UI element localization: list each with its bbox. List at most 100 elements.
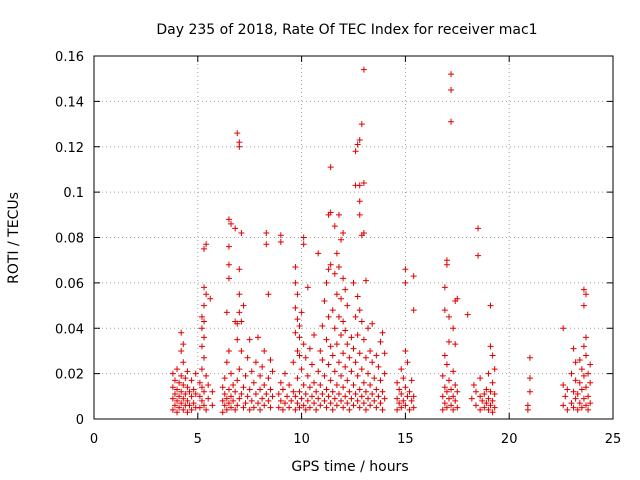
data-point [344, 302, 351, 309]
data-point [580, 343, 587, 350]
data-point [300, 341, 307, 348]
data-point [487, 402, 494, 409]
x-tick-label: 25 [605, 432, 622, 447]
data-point [277, 239, 284, 246]
data-point [198, 343, 205, 350]
data-point [371, 397, 378, 404]
data-point [259, 395, 266, 402]
x-tick-label: 5 [194, 432, 202, 447]
data-point [352, 359, 359, 366]
data-point [356, 386, 363, 393]
data-point [184, 409, 191, 416]
data-point [333, 291, 340, 298]
data-point [180, 395, 187, 402]
y-tick-label: 0.16 [55, 50, 84, 65]
data-point [526, 354, 533, 361]
data-point [402, 279, 409, 286]
data-point [445, 377, 452, 384]
data-point [477, 393, 484, 400]
data-point [560, 381, 567, 388]
data-point [302, 391, 309, 398]
data-point [570, 404, 577, 411]
data-point [585, 370, 592, 377]
data-point [568, 400, 575, 407]
data-point [333, 402, 340, 409]
data-point [441, 307, 448, 314]
data-point [479, 397, 486, 404]
data-point [331, 325, 338, 332]
data-point [452, 341, 459, 348]
data-point [333, 341, 340, 348]
data-point [448, 87, 455, 94]
data-point [578, 404, 585, 411]
data-point [236, 266, 243, 273]
data-point [267, 386, 274, 393]
data-point [292, 263, 299, 270]
data-point [221, 375, 228, 382]
data-point [317, 381, 324, 388]
data-point [296, 334, 303, 341]
data-point [526, 388, 533, 395]
data-point [346, 388, 353, 395]
data-point [178, 388, 185, 395]
data-point [182, 375, 189, 382]
data-point [340, 275, 347, 282]
data-point [201, 302, 208, 309]
data-point [300, 381, 307, 388]
data-point [491, 366, 498, 373]
data-point [375, 363, 382, 370]
data-point [443, 257, 450, 264]
data-point [190, 400, 197, 407]
data-point [325, 313, 332, 320]
data-point [300, 402, 307, 409]
data-point [333, 250, 340, 257]
data-point [350, 381, 357, 388]
data-point [329, 406, 336, 413]
data-point [201, 318, 208, 325]
grid-layer [94, 56, 613, 419]
data-point [225, 243, 232, 250]
data-point [230, 381, 237, 388]
data-point [292, 329, 299, 336]
data-point [329, 307, 336, 314]
data-point [234, 336, 241, 343]
data-point [325, 361, 332, 368]
data-point [487, 388, 494, 395]
data-point [277, 397, 284, 404]
data-point [448, 118, 455, 125]
data-point [238, 318, 245, 325]
data-point [445, 313, 452, 320]
data-point [321, 397, 328, 404]
data-point [329, 388, 336, 395]
data-point [578, 386, 585, 393]
data-point [323, 386, 330, 393]
data-point [228, 370, 235, 377]
data-point [296, 404, 303, 411]
data-point [394, 379, 401, 386]
data-point [292, 393, 299, 400]
data-point [279, 386, 286, 393]
data-point [315, 368, 322, 375]
data-point [267, 357, 274, 364]
data-point [346, 354, 353, 361]
data-point [583, 334, 590, 341]
data-point [317, 402, 324, 409]
data-point [228, 220, 235, 227]
data-point [356, 404, 363, 411]
data-point [286, 381, 293, 388]
data-point [564, 406, 571, 413]
data-point [574, 391, 581, 398]
data-point [275, 404, 282, 411]
data-point [445, 338, 452, 345]
data-point [325, 393, 332, 400]
data-point [178, 329, 185, 336]
data-point [302, 406, 309, 413]
data-point [587, 379, 594, 386]
data-point [340, 384, 347, 391]
data-point [354, 372, 361, 379]
data-point [203, 406, 210, 413]
data-point [572, 377, 579, 384]
data-point [450, 368, 457, 375]
data-point [308, 361, 315, 368]
data-point [294, 316, 301, 323]
